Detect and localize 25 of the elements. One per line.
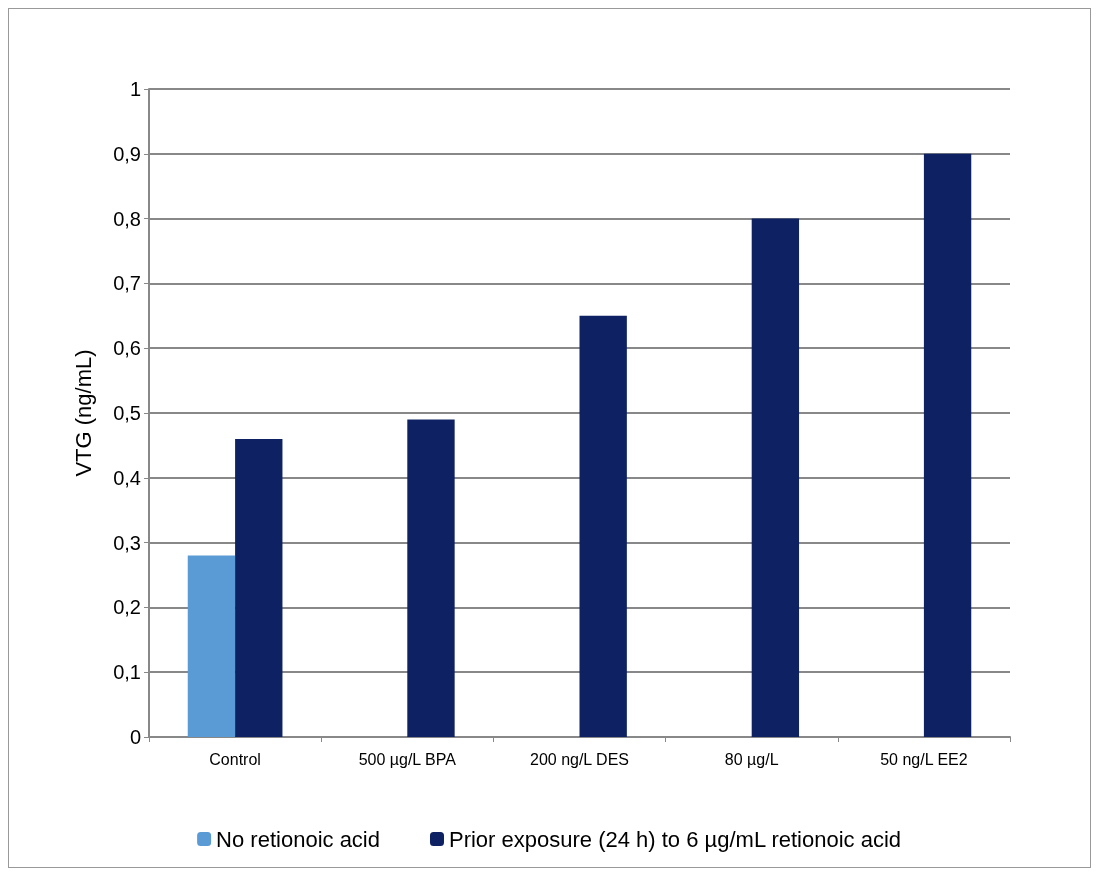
y-tick-label: 0,2: [113, 596, 141, 619]
y-tick-label: 1: [129, 78, 141, 100]
x-tick-label: 80 µg/L: [724, 750, 779, 768]
legend-label: No retionoic acid: [216, 826, 380, 852]
x-tick-label: 200 ng/L DES: [529, 750, 630, 768]
x-tick-label: 50 ng/L EE2: [880, 750, 968, 768]
y-tick-label: 0,5: [113, 402, 141, 424]
x-tick-label: 500 µg/L BPA: [358, 750, 457, 768]
y-axis-title: VTG (ng/mL): [70, 349, 96, 477]
bar: [751, 218, 800, 737]
y-tick-label: 0,9: [113, 142, 141, 165]
x-tick-label: Control: [209, 750, 261, 768]
bar: [923, 153, 972, 737]
y-tick-label: 0: [129, 726, 141, 748]
y-tick-label: 0,7: [113, 272, 141, 295]
legend-label: Prior exposure (24 h) to 6 µg/mL retionoic acid: [448, 826, 902, 852]
bar: [235, 438, 283, 737]
y-tick-label: 0,8: [113, 207, 141, 230]
bar: [407, 419, 455, 737]
y-tick-label: 0,6: [113, 337, 141, 360]
y-tick-label: 0,4: [113, 466, 141, 489]
bar: [187, 555, 236, 737]
y-tick-label: 0,1: [113, 661, 141, 684]
y-tick-label: 0,3: [113, 531, 141, 554]
bar: [579, 315, 627, 737]
